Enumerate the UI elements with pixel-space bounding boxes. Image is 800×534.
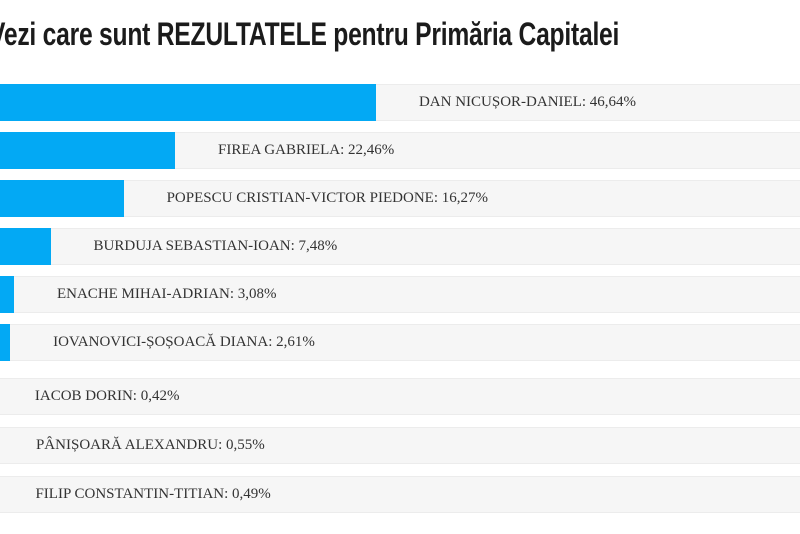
result-row: DAN NICUȘOR-DANIEL: 46,64%: [0, 84, 800, 121]
result-row: POPESCU CRISTIAN-VICTOR PIEDONE: 16,27%: [0, 180, 800, 217]
result-row: FIREA GABRIELA: 22,46%: [0, 132, 800, 169]
result-row: ENACHE MIHAI-ADRIAN: 3,08%: [0, 276, 800, 313]
result-label: PÂNIȘOARĂ ALEXANDRU: 0,55%: [35, 437, 265, 453]
result-bar: [0, 180, 124, 217]
result-row: BURDUJA SEBASTIAN-IOAN: 7,48%: [0, 228, 800, 265]
result-label: IACOB DORIN: 0,42%: [34, 388, 180, 404]
result-label: DAN NICUȘOR-DANIEL: 46,64%: [418, 94, 637, 110]
result-bar: [0, 276, 14, 313]
result-row: IOVANOVICI-ȘOȘOACĂ DIANA: 2,61%: [0, 324, 800, 361]
page-title: Vezi care sunt REZULTATELE pentru Primăr…: [0, 16, 620, 52]
result-label: IOVANOVICI-ȘOȘOACĂ DIANA: 2,61%: [53, 334, 315, 350]
result-label: FILIP CONSTANTIN-TITIAN: 0,49%: [35, 486, 271, 502]
result-row: FILIP CONSTANTIN-TITIAN: 0,49%: [0, 476, 800, 513]
result-label: BURDUJA SEBASTIAN-IOAN: 7,48%: [93, 238, 338, 254]
result-bar: [0, 132, 176, 169]
result-bar: [0, 228, 51, 265]
result-row: PÂNIȘOARĂ ALEXANDRU: 0,55%: [0, 427, 800, 464]
result-bar: [0, 84, 376, 121]
result-label: ENACHE MIHAI-ADRIAN: 3,08%: [56, 286, 277, 302]
result-label: FIREA GABRIELA: 22,46%: [218, 142, 395, 158]
result-row: IACOB DORIN: 0,42%: [0, 378, 800, 415]
result-bar: [0, 324, 11, 361]
result-label: POPESCU CRISTIAN-VICTOR PIEDONE: 16,27%: [166, 190, 489, 206]
